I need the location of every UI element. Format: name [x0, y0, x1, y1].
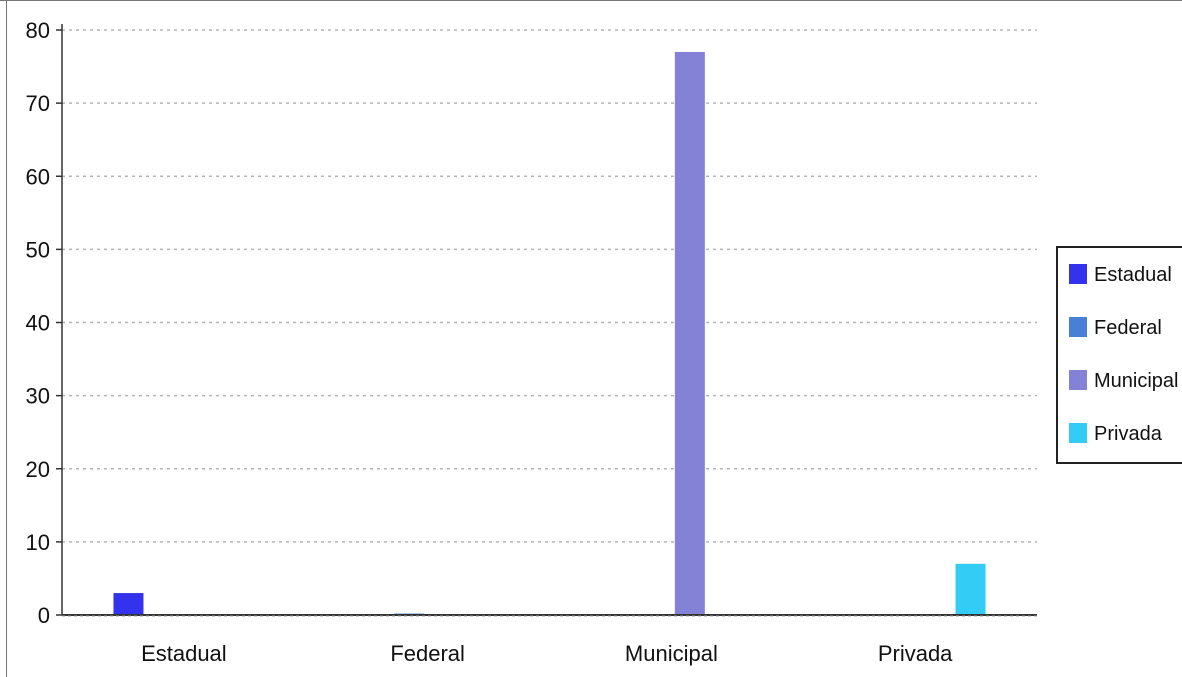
legend-label: Estadual [1094, 264, 1172, 286]
x-axis: Estadual Federal Municipal Privada [62, 614, 1037, 666]
x-tick-label: Privada [878, 641, 953, 666]
y-tick-label: 30 [26, 384, 50, 409]
y-tick-label: 70 [26, 91, 50, 116]
y-axis: 0 10 20 30 40 50 60 70 80 [26, 18, 63, 628]
y-tick-label: 50 [26, 237, 50, 262]
bar-municipal [674, 51, 705, 615]
x-tick-label: Federal [390, 641, 465, 666]
y-tick-label: 60 [26, 164, 50, 189]
y-tick-label: 0 [38, 603, 50, 628]
y-tick-label: 20 [26, 457, 50, 482]
bar-privada [955, 563, 986, 615]
bars [113, 51, 986, 615]
legend-swatch-municipal [1069, 370, 1087, 390]
legend: Estadual Federal Municipal Privada [1056, 246, 1182, 464]
x-tick-label: Estadual [141, 641, 227, 666]
legend-swatch-privada [1069, 423, 1087, 443]
legend-swatch-federal [1069, 317, 1087, 337]
y-tick-label: 40 [26, 311, 50, 336]
legend-label: Privada [1094, 423, 1163, 445]
bar-estadual [113, 593, 144, 615]
legend-label: Municipal [1094, 370, 1178, 392]
gridlines [62, 29, 1037, 543]
legend-swatch-estadual [1069, 264, 1087, 284]
y-tick-label: 10 [26, 530, 50, 555]
y-tick-label: 80 [26, 18, 50, 43]
x-tick-label: Municipal [625, 641, 718, 666]
legend-label: Federal [1094, 317, 1162, 339]
